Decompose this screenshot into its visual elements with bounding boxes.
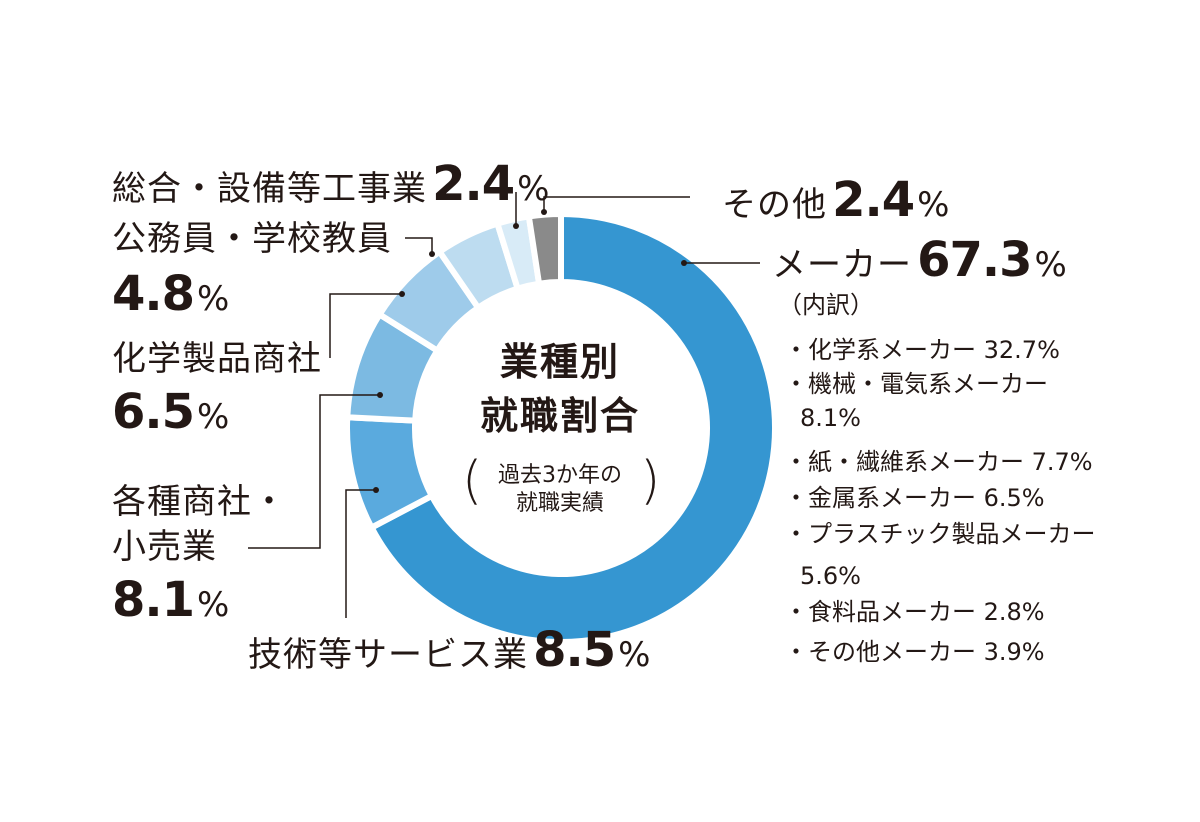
breakdown-item: ・化学系メーカー 32.7%: [784, 336, 1060, 364]
leader-kakushu: [248, 394, 380, 549]
label-kagaku-name: 化学製品商社: [112, 339, 322, 379]
breakdown-item: ・プラスチック製品メーカー: [784, 520, 1096, 548]
label-koumu-name: 公務員・学校教員: [112, 219, 392, 259]
label-sogo-name: 総合・設備等工事業: [112, 169, 427, 209]
label-gijutsu-pct: %: [618, 635, 651, 675]
breakdown-item: ・機械・電気系メーカー: [784, 370, 1048, 398]
label-kagaku-value: 6.5: [112, 384, 195, 440]
label-kakushu-value: 8.1: [112, 572, 195, 628]
center-title-line2: 就職割合: [479, 394, 640, 438]
center-note-line2: 就職実績: [515, 491, 604, 516]
leader-gijutsu: [345, 489, 376, 618]
label-kakushu: 8.1%: [112, 576, 229, 624]
leader-koumu: [405, 237, 433, 254]
label-sogo-value: 2.4: [432, 156, 515, 212]
donut-slice-0: [367, 210, 778, 645]
breakdown-item: ・食料品メーカー 2.8%: [784, 598, 1045, 626]
leader-dot-kagaku: [399, 291, 405, 297]
breakdown-item-cont: 8.1%: [800, 404, 861, 432]
leader-dot-gijutsu: [373, 487, 379, 493]
leader-dot-kakushu: [377, 392, 383, 398]
label-kakushu-name-line1: 各種商社・: [112, 482, 287, 522]
leader-dot-sogo: [513, 223, 519, 229]
label-maker-name: メーカー: [772, 245, 912, 285]
label-maker-pct: %: [1034, 245, 1067, 285]
leader-dot-maker: [681, 260, 687, 266]
label-sonota-pct: %: [917, 185, 950, 225]
leader-dot-sonota: [541, 209, 547, 215]
label-sonota-name: その他: [722, 185, 827, 225]
label-koumu-value: 4.8: [112, 266, 195, 322]
center-note-line1: 過去3か年の: [498, 463, 622, 488]
breakdown-item-cont: 5.6%: [800, 562, 861, 590]
label-sonota-value: 2.4: [832, 172, 915, 228]
label-koumu-pct: %: [197, 279, 230, 319]
center-paren-open: (: [462, 451, 483, 511]
donut-slice-6: [525, 210, 564, 288]
label-gijutsu: 技術等サービス業 8.5%: [248, 626, 650, 674]
label-kakushu-name-line2: 小売業: [112, 527, 217, 567]
breakdown-heading: （内訳）: [778, 291, 874, 319]
label-koumu: 4.8%: [112, 270, 229, 318]
leader-sonota: [543, 196, 690, 212]
center-paren-close: ): [640, 451, 661, 511]
breakdown-item: ・その他メーカー 3.9%: [784, 638, 1045, 666]
breakdown-item: ・金属系メーカー 6.5%: [784, 484, 1045, 512]
label-sogo-pct: %: [517, 169, 550, 209]
label-sonota: その他 2.4%: [722, 176, 949, 224]
label-gijutsu-value: 8.5: [533, 622, 616, 678]
label-kagaku: 6.5%: [112, 388, 229, 436]
leader-dot-koumu: [429, 251, 435, 257]
label-maker-value: 67.3: [917, 232, 1032, 288]
label-kagaku-pct: %: [197, 397, 230, 437]
center-title-line1: 業種別: [499, 340, 620, 384]
label-sogo: 総合・設備等工事業 2.4%: [112, 160, 549, 208]
label-kakushu-pct: %: [197, 585, 230, 625]
breakdown-item: ・紙・繊維系メーカー 7.7%: [784, 448, 1093, 476]
label-gijutsu-name: 技術等サービス業: [248, 635, 528, 675]
label-maker: メーカー 67.3%: [772, 236, 1067, 284]
leader-kagaku: [329, 293, 402, 358]
